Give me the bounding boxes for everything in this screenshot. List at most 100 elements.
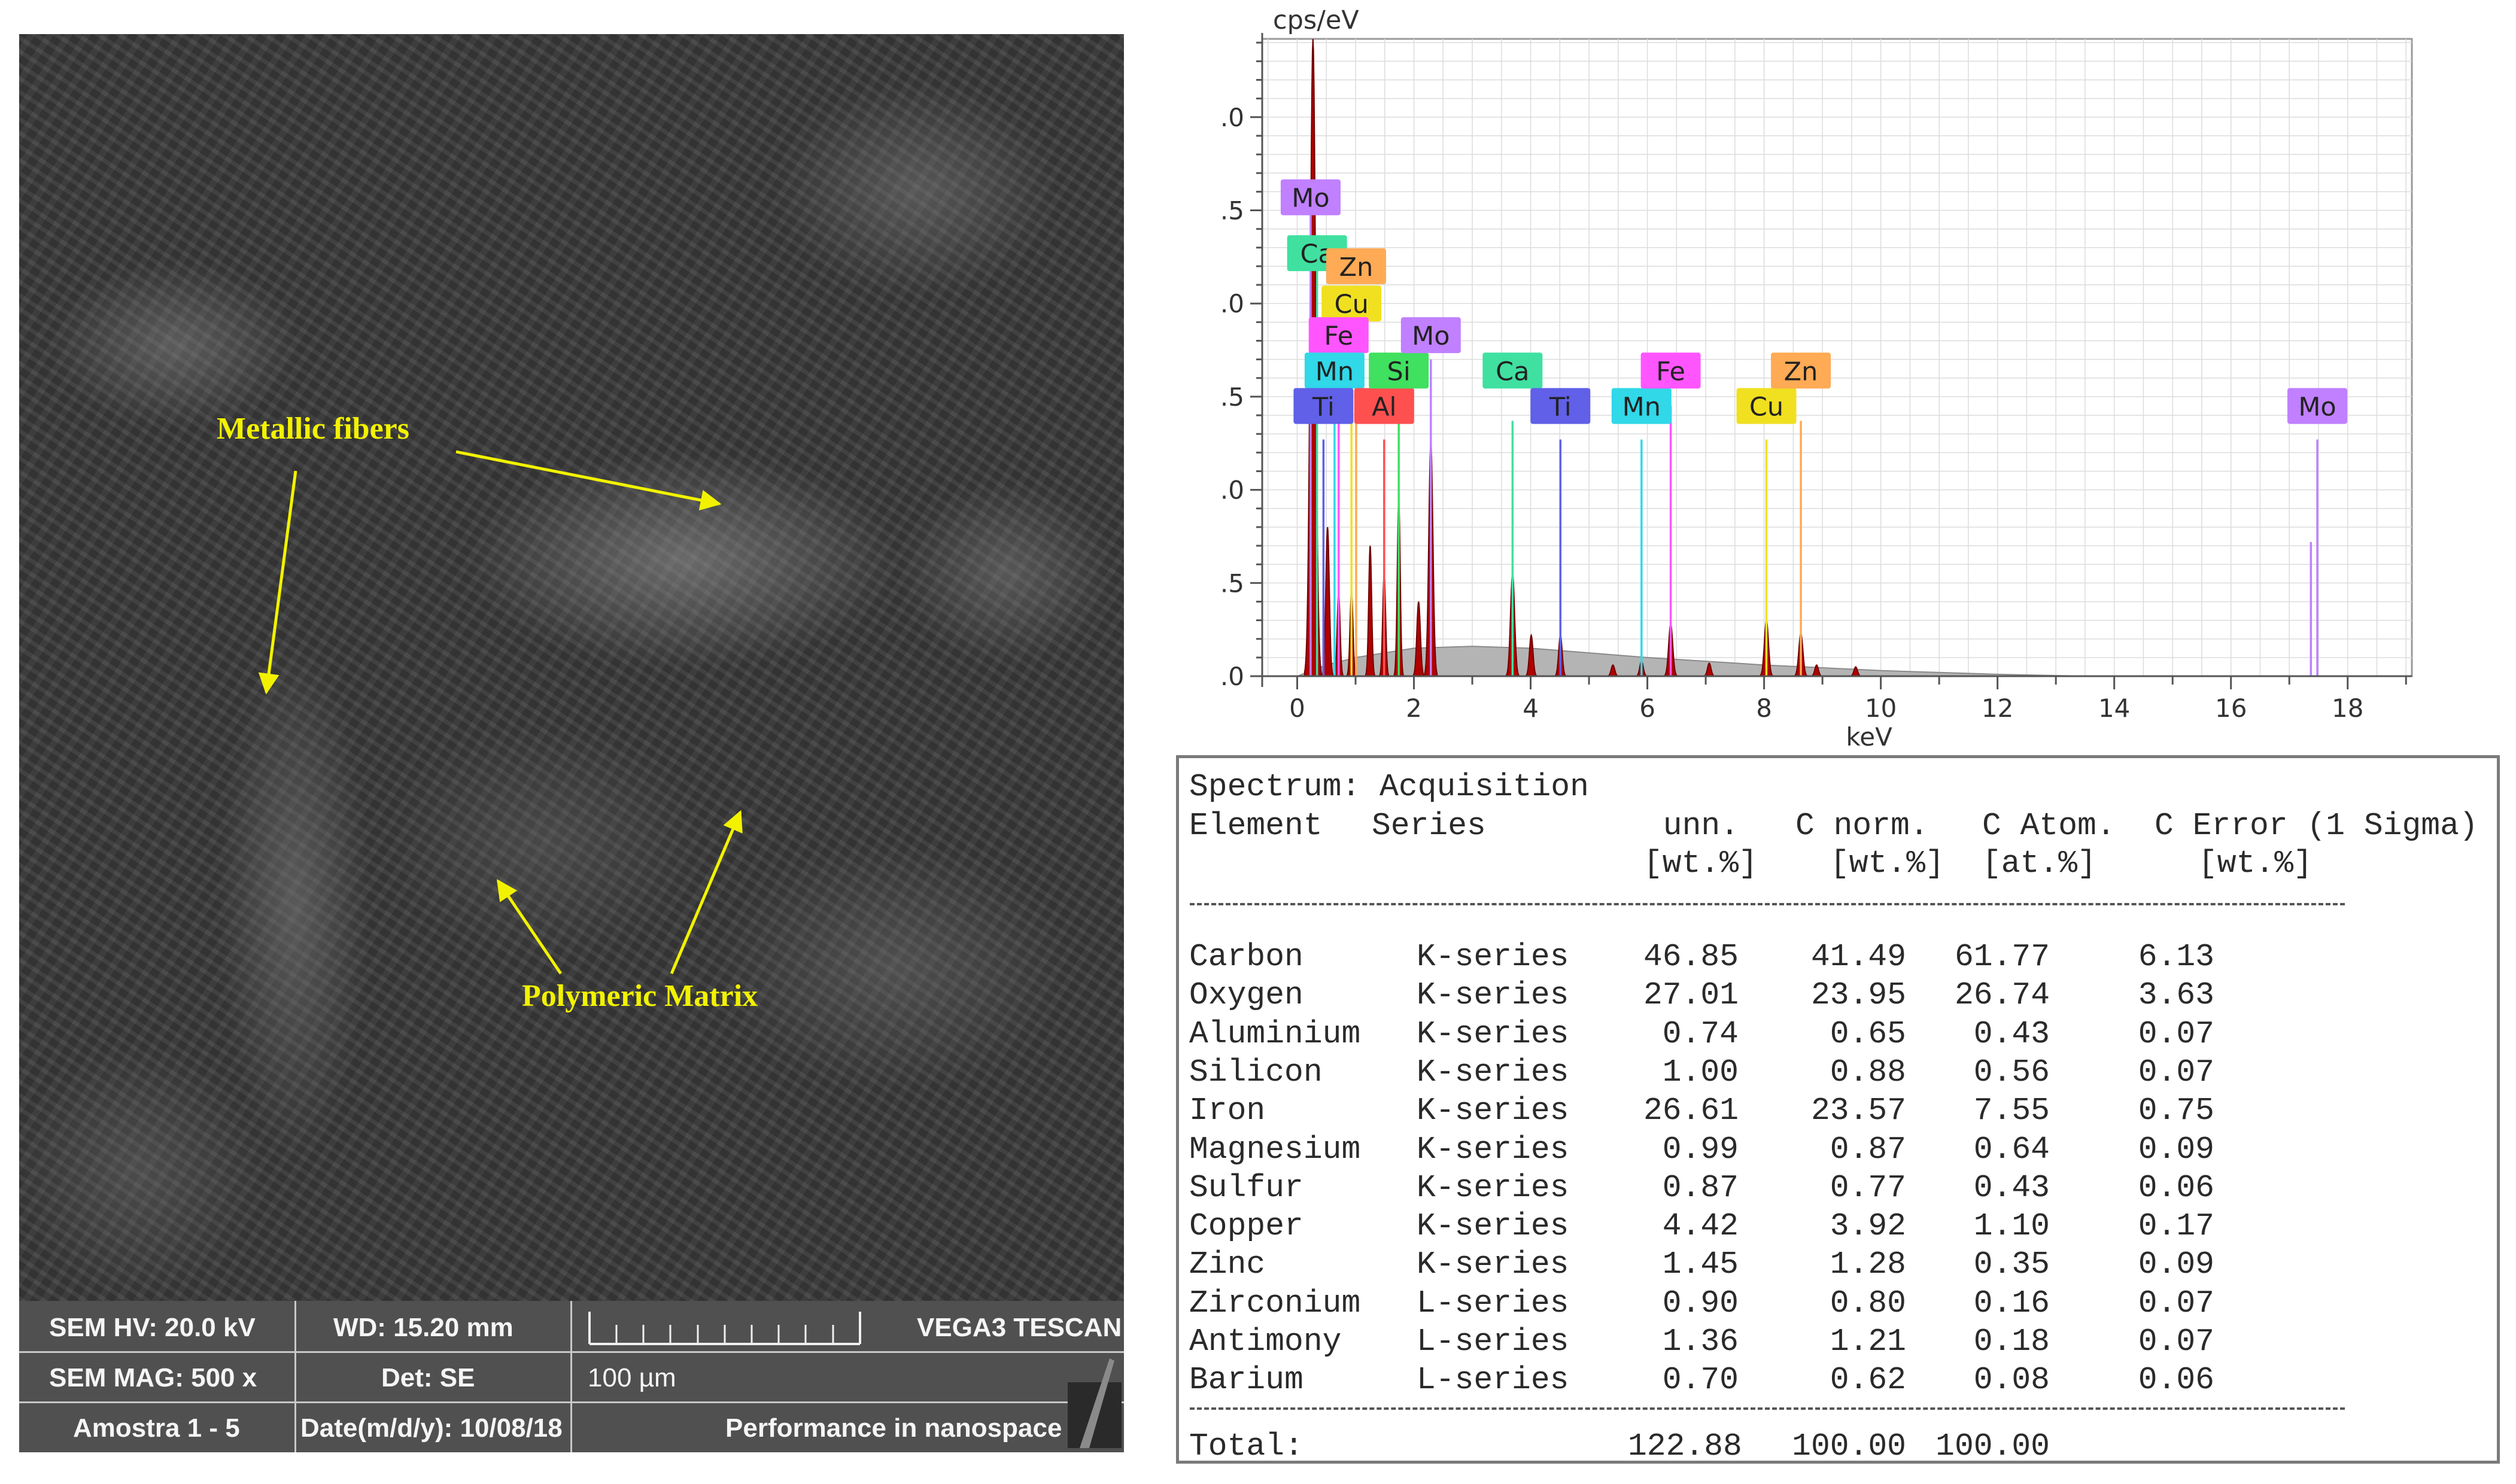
x-tick-label: 18 [2332,694,2363,723]
cell-element: Zinc [1189,1246,1266,1283]
element-label-box [1326,248,1386,284]
sem-mag: SEM MAG: 500 x [49,1363,257,1392]
element-label: Ca [1496,357,1529,387]
cell-element: Silicon [1189,1054,1323,1090]
x-tick-label: 4 [1523,694,1539,723]
cell-series: K-series [1417,1131,1569,1167]
cell-catom: 0.08 [1973,1362,2050,1398]
cell-cnorm: 0.80 [1830,1285,1906,1321]
cell-cerror: 0.75 [2138,1093,2214,1129]
cell-series: K-series [1417,977,1569,1014]
cell-element: Carbon [1189,939,1303,975]
y-tick-label: 0.0 [1221,662,1244,691]
table-divider-top [1190,903,2345,905]
sem-hv: SEM HV: 20.0 kV [49,1313,256,1342]
cell-cerror: 0.07 [2138,1324,2214,1360]
sem-scale-bar [588,1312,861,1345]
cell-cerror: 0.17 [2138,1208,2214,1245]
cell-cnorm: 0.87 [1830,1131,1906,1167]
cell-unn: 1.36 [1662,1324,1739,1360]
sem-date: Date(m/d/y): 10/08/18 [300,1413,563,1443]
y-axis-label: cps/eV [1273,5,1359,35]
cell-cerror: 0.06 [2138,1362,2214,1398]
sem-info-bar: SEM HV: 20.0 kV WD: 15.20 mm VEGA3 TESCA… [19,1301,1124,1452]
cell-catom: 0.56 [1973,1054,2050,1090]
x-axis-label: keV [1846,722,1892,748]
cell-series: K-series [1417,939,1569,975]
cell-cerror: 0.09 [2138,1246,2214,1283]
element-label-box [1304,352,1365,389]
element-label: Ti [1549,392,1572,422]
cell-unn: 27.01 [1643,977,1739,1014]
sem-scale-label: 100 µm [588,1363,676,1392]
element-label: Si [1387,357,1411,387]
element-label: Fe [1324,321,1353,351]
cell-cerror: 0.07 [2138,1015,2214,1052]
cell-element: Iron [1189,1093,1266,1129]
cell-cnorm: 0.65 [1830,1015,1906,1052]
y-tick-label: 2.0 [1221,289,1244,318]
total-label: Total: [1189,1428,1303,1464]
cell-series: K-series [1417,1015,1569,1052]
header-catom: C Atom. [1982,808,2116,844]
cell-series: L-series [1417,1324,1569,1360]
header-element: Element [1189,808,1323,844]
cell-element: Zirconium [1189,1285,1361,1321]
total-cnorm: 100.00 [1792,1428,1906,1464]
cell-cerror: 0.07 [2138,1054,2214,1090]
cell-cnorm: 1.28 [1830,1246,1906,1283]
element-label: Mo [1412,321,1450,351]
tescan-logo-icon [1068,1358,1122,1448]
metallic-fibers-label: Metallic fibers [217,412,409,446]
element-label: Cu [1749,392,1783,422]
polymeric-matrix-label: Polymeric Matrix [522,979,758,1013]
cell-unn: 0.87 [1662,1169,1739,1206]
header-cnorm-unit: [wt.%] [1830,846,1944,881]
cell-element: Oxygen [1189,977,1303,1014]
cell-unn: 0.99 [1662,1131,1739,1167]
sem-slogan: Performance in nanospace [725,1413,1062,1443]
y-tick-label: 2.5 [1221,196,1244,225]
cell-unn: 1.00 [1662,1054,1739,1090]
element-label: Mo [2298,392,2336,422]
cell-cnorm: 0.77 [1830,1169,1906,1206]
cell-element: Barium [1189,1362,1303,1398]
x-tick-label: 12 [1982,694,2013,723]
element-label-box [1280,179,1341,215]
cell-series: K-series [1417,1054,1569,1090]
cell-cerror: 0.09 [2138,1131,2214,1167]
element-label-box [1321,285,1382,322]
element-label: Zn [1784,357,1818,387]
element-label-box [1611,388,1672,424]
y-tick-label: 3.0 [1221,103,1244,132]
cell-catom: 1.10 [1973,1208,2050,1245]
fiber-arrow-down [258,470,297,695]
cell-cnorm: 1.21 [1830,1324,1906,1360]
element-label-box [1482,352,1543,389]
header-cerror: C Error (1 Sigma) [2155,808,2478,844]
cell-unn: 0.90 [1662,1285,1739,1321]
element-label: Cu [1335,290,1369,320]
matrix-arrow-right [670,810,743,974]
eds-spectrum-chart: Mo Ca Zn Cu Fe Mn Ti Al Si Mo Ca Ti Mn Fe Cu Zn Mo 0 2 4 6 8 1… [1221,0,2478,748]
cell-series: K-series [1417,1208,1569,1245]
element-label-box [1308,317,1369,354]
cell-catom: 0.43 [1973,1015,2050,1052]
spectrum-peak [1412,601,1426,677]
cell-catom: 26.74 [1954,977,2050,1014]
quantification-table: Spectrum: Acquisition Element Series unn… [1176,755,2500,1464]
sem-sample: Amostra 1 - 5 [73,1413,240,1443]
cell-unn: 0.70 [1662,1362,1739,1398]
element-label-box [1293,388,1354,424]
element-label: Mn [1315,357,1354,387]
table-title: Spectrum: Acquisition [1189,769,1589,805]
element-label: Al [1372,392,1396,422]
plot-area [1261,38,2413,677]
element-label: Fe [1656,357,1685,387]
y-tick-label: 1.5 [1221,382,1244,412]
matrix-arrow-left [496,879,563,975]
cell-unn: 26.61 [1643,1093,1739,1129]
cell-catom: 7.55 [1973,1093,2050,1129]
table-divider-bottom [1190,1407,2345,1410]
